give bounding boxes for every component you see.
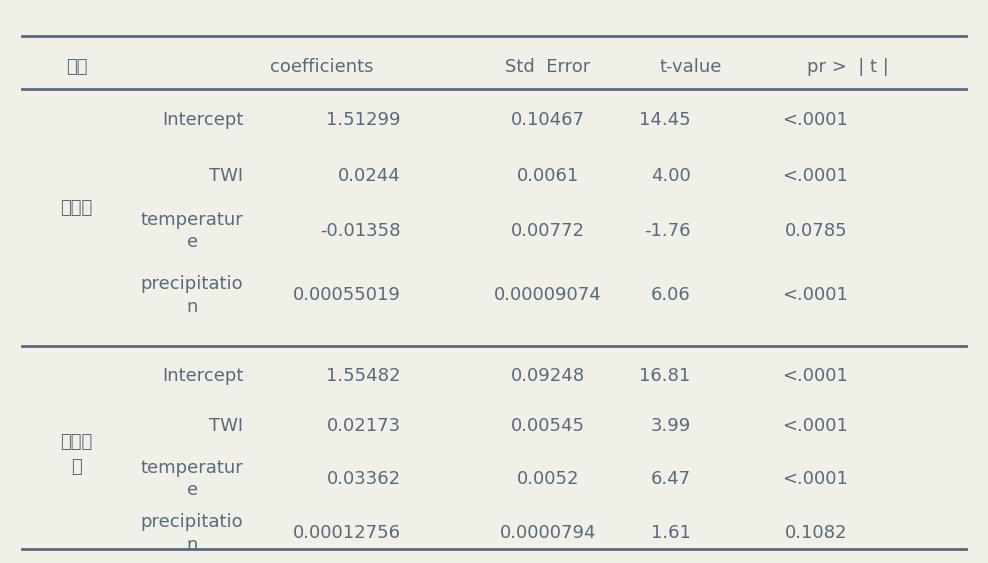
Text: coefficients: coefficients [271,58,373,76]
Text: -0.01358: -0.01358 [320,222,401,240]
Text: 16.81: 16.81 [639,367,691,385]
Text: -1.76: -1.76 [644,222,691,240]
Text: 3.99: 3.99 [650,417,691,435]
Text: 0.0052: 0.0052 [517,471,579,488]
Text: temperatur
e: temperatur e [140,211,243,252]
Text: 1.51299: 1.51299 [326,111,401,129]
Text: temperatur
e: temperatur e [140,459,243,499]
Text: 0.0244: 0.0244 [338,167,401,185]
Text: 6.47: 6.47 [650,471,691,488]
Text: <.0001: <.0001 [782,471,848,488]
Text: <.0001: <.0001 [782,367,848,385]
Text: 참나무
류: 참나무 류 [60,434,93,476]
Text: Std  Error: Std Error [506,58,591,76]
Text: 1.55482: 1.55482 [326,367,401,385]
Text: 0.03362: 0.03362 [327,471,401,488]
Text: pr >  | t |: pr > | t | [807,58,888,76]
Text: 14.45: 14.45 [639,111,691,129]
Text: 6.06: 6.06 [651,287,691,305]
Text: 0.10467: 0.10467 [511,111,585,129]
Text: TWI: TWI [209,167,243,185]
Text: 0.0061: 0.0061 [517,167,579,185]
Text: <.0001: <.0001 [782,417,848,435]
Text: 0.09248: 0.09248 [511,367,585,385]
Text: <.0001: <.0001 [782,287,848,305]
Text: 4.00: 4.00 [651,167,691,185]
Text: 0.0000794: 0.0000794 [500,525,597,543]
Text: precipitatio
n: precipitatio n [141,275,243,315]
Text: 수종: 수종 [66,58,87,76]
Text: <.0001: <.0001 [782,111,848,129]
Text: 0.0785: 0.0785 [785,222,848,240]
Text: 소나무: 소나무 [60,199,93,217]
Text: 1.61: 1.61 [651,525,691,543]
Text: 0.02173: 0.02173 [327,417,401,435]
Text: <.0001: <.0001 [782,167,848,185]
Text: 0.1082: 0.1082 [785,525,848,543]
Text: precipitatio
n: precipitatio n [141,513,243,553]
Text: 0.00545: 0.00545 [511,417,585,435]
Text: t-value: t-value [659,58,721,76]
Text: Intercept: Intercept [162,111,243,129]
Text: 0.00009074: 0.00009074 [494,287,602,305]
Text: 0.00772: 0.00772 [511,222,585,240]
Text: TWI: TWI [209,417,243,435]
Text: 0.00055019: 0.00055019 [292,287,401,305]
Text: Intercept: Intercept [162,367,243,385]
Text: 0.00012756: 0.00012756 [292,525,401,543]
